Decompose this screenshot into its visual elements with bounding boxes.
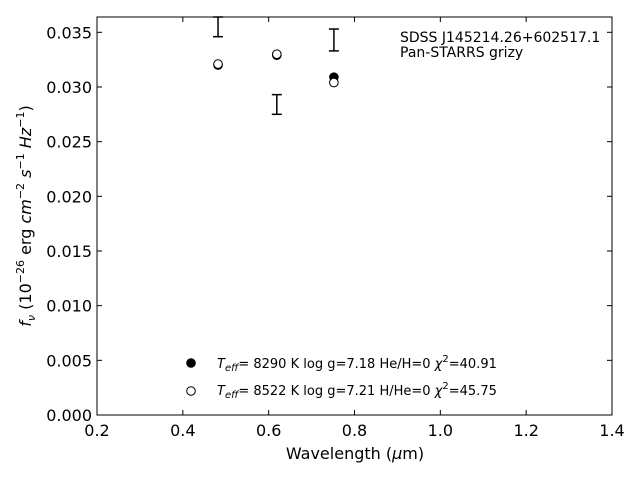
legend: Teff= 8290 K log g=7.18 He/H=0 χ2=40.91 … bbox=[186, 354, 497, 401]
model-point-h-open bbox=[329, 77, 339, 88]
legend-entry-1: Teff= 8290 K log g=7.18 He/H=0 χ2=40.91 bbox=[217, 354, 497, 374]
y-tick-label: 0.030 bbox=[46, 78, 92, 97]
x-axis-label-mu: μ bbox=[391, 444, 402, 463]
model-point-h-open bbox=[272, 49, 282, 59]
x-tick-label: 1.2 bbox=[513, 421, 538, 440]
x-tick-label: 0.6 bbox=[256, 421, 281, 440]
y-tick-label: 0.005 bbox=[46, 351, 92, 370]
y-axis-label: fν (10−26 erg cm−2 s−1 Hz−1) bbox=[14, 105, 38, 326]
x-tick-label: 0.8 bbox=[342, 421, 367, 440]
object-name-annotation: SDSS J145214.26+602517.1 bbox=[400, 30, 600, 46]
x-tick-label: 1.4 bbox=[599, 421, 624, 440]
x-axis-label: Wavelength (μm) bbox=[286, 444, 424, 463]
x-tick-label: 0.2 bbox=[84, 421, 109, 440]
x-axis-label-unit: m) bbox=[402, 444, 424, 463]
legend-marker-filled-circle bbox=[186, 358, 196, 368]
x-tick-label: 1.0 bbox=[428, 421, 453, 440]
legend-entry-2: Teff= 8522 K log g=7.21 H/He=0 χ2=45.75 bbox=[217, 381, 497, 401]
y-tick-label: 0.000 bbox=[46, 406, 92, 425]
plot-area: 0.2 0.4 0.6 0.8 1.0 1.2 1.4 0.000 0.005 0.010 0.01… bbox=[46, 16, 625, 440]
y-tick-label: 0.015 bbox=[46, 242, 92, 261]
y-tick-label: 0.010 bbox=[46, 297, 92, 316]
model-point-h-open bbox=[213, 59, 223, 69]
y-tick-label: 0.020 bbox=[46, 187, 92, 206]
y-tick-label: 0.035 bbox=[46, 23, 92, 42]
survey-annotation: Pan-STARRS grizy bbox=[400, 45, 523, 61]
x-axis-label-text: Wavelength ( bbox=[286, 444, 392, 463]
x-tick-label: 0.4 bbox=[170, 421, 195, 440]
legend-marker-open-circle bbox=[186, 386, 196, 396]
y-tick-label: 0.025 bbox=[46, 133, 92, 152]
